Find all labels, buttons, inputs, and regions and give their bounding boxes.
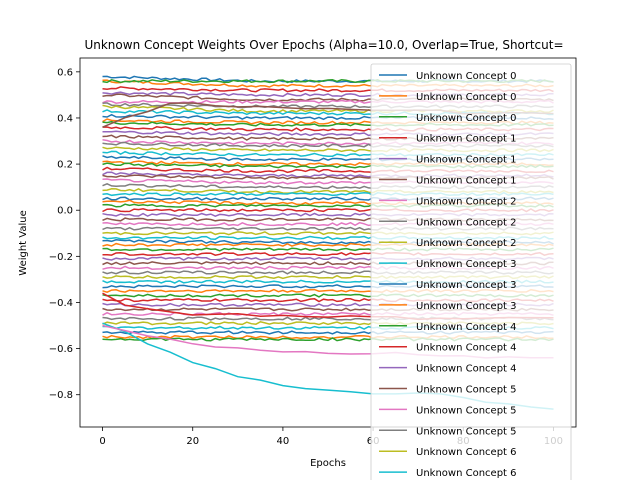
legend-label: Unknown Concept 4 xyxy=(416,343,517,354)
x-tick-label: 0 xyxy=(99,436,105,447)
y-axis-ticks: −0.8 −0.6 −0.4 −0.2 0.0 0.2 0.4 0.6 xyxy=(49,67,80,401)
legend-label: Unknown Concept 4 xyxy=(416,364,517,375)
legend-box xyxy=(370,63,572,480)
legend-label: Unknown Concept 1 xyxy=(416,176,517,187)
legend-label: Unknown Concept 5 xyxy=(416,405,517,416)
x-tick-label: 20 xyxy=(186,436,199,447)
y-tick-label: 0.4 xyxy=(57,113,73,124)
legend-label: Unknown Concept 3 xyxy=(416,280,517,291)
legend-label: Unknown Concept 2 xyxy=(416,217,517,228)
y-tick-label: 0.0 xyxy=(57,206,73,217)
legend-label: Unknown Concept 0 xyxy=(416,71,517,82)
legend-label: Unknown Concept 0 xyxy=(416,92,517,103)
legend-label: Unknown Concept 3 xyxy=(416,259,517,270)
y-tick-label: 0.2 xyxy=(57,160,73,171)
legend: Unknown Concept 0 Unknown Concept 0 Unknow… xyxy=(370,63,572,480)
y-axis-label: Weight Value xyxy=(18,210,29,275)
x-axis-label: Epochs xyxy=(310,458,346,469)
y-tick-label: −0.8 xyxy=(49,390,73,401)
legend-label: Unknown Concept 6 xyxy=(416,447,517,458)
legend-label: Unknown Concept 1 xyxy=(416,134,517,145)
legend-label: Unknown Concept 0 xyxy=(416,113,517,124)
chart-title: Unknown Concept Weights Over Epochs (Alp… xyxy=(84,38,563,52)
y-tick-label: −0.4 xyxy=(49,298,73,309)
x-tick-label: 40 xyxy=(277,436,290,447)
legend-label: Unknown Concept 1 xyxy=(416,155,517,166)
y-tick-label: 0.6 xyxy=(57,67,73,78)
legend-label: Unknown Concept 5 xyxy=(416,426,517,437)
legend-label: Unknown Concept 6 xyxy=(416,468,517,479)
legend-label: Unknown Concept 2 xyxy=(416,196,517,207)
legend-label: Unknown Concept 4 xyxy=(416,322,517,333)
legend-label: Unknown Concept 5 xyxy=(416,385,517,396)
plot-frame xyxy=(79,57,577,428)
y-tick-label: −0.6 xyxy=(49,344,73,355)
legend-label: Unknown Concept 2 xyxy=(416,238,517,249)
y-tick-label: −0.2 xyxy=(49,252,73,263)
legend-label: Unknown Concept 3 xyxy=(416,301,517,312)
